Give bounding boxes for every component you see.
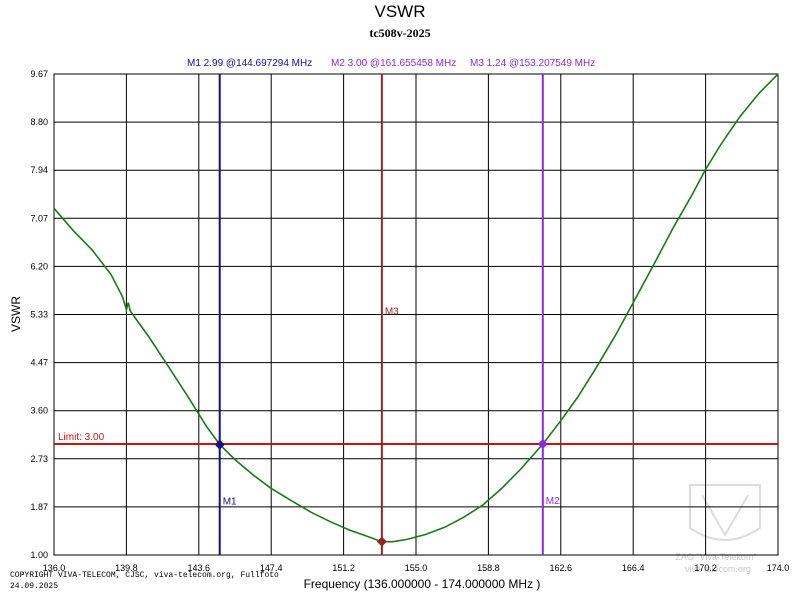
- marker-point-m1[interactable]: [214, 439, 225, 450]
- limit-layer: Limit: 3.00: [54, 432, 778, 446]
- marker-point-m2[interactable]: [537, 439, 548, 450]
- x-tick-label: 139.8: [115, 563, 138, 573]
- limit-label: Limit: 3.00: [58, 432, 105, 443]
- date-text: 24.09.2025: [10, 582, 58, 591]
- y-tick-label: 7.94: [30, 165, 48, 175]
- x-tick-label: 143.6: [188, 563, 211, 573]
- x-tick-label: 162.6: [550, 563, 573, 573]
- x-axis-ticks: 136.0 139.8 143.6 147.4 151.2 155.0 158.8 162.6…: [43, 563, 790, 573]
- watermark-v-icon: [701, 494, 749, 538]
- marker-info-m1: M1 2.99 @144.697294 MHz: [187, 58, 312, 69]
- marker-info-m2: M2 3.00 @161.655458 MHz: [331, 58, 456, 69]
- x-tick-label: 158.8: [477, 563, 500, 573]
- x-tick-label: 170.2: [694, 563, 717, 573]
- grid: [54, 74, 778, 555]
- y-tick-label: 9.67: [30, 69, 48, 79]
- marker-label-m1: M1: [223, 497, 237, 508]
- y-tick-label: 2.73: [30, 454, 48, 464]
- marker-points: [214, 439, 548, 547]
- watermark-logo: [689, 484, 761, 541]
- y-tick-label: 4.47: [30, 358, 48, 368]
- x-tick-label: 155.0: [405, 563, 428, 573]
- x-tick-label: 147.4: [260, 563, 283, 573]
- y-axis-label: VSWR: [9, 296, 23, 332]
- x-tick-label: 151.2: [332, 563, 355, 573]
- y-tick-label: 8.80: [30, 117, 48, 127]
- marker-point-m3[interactable]: [376, 536, 387, 547]
- watermark-shield-icon: [689, 484, 761, 541]
- x-tick-label: 136.0: [43, 563, 66, 573]
- y-tick-label: 6.20: [30, 261, 48, 271]
- marker-info-m3: M3 1.24 @153.207549 MHz: [470, 58, 595, 69]
- y-axis-ticks: 1.00 1.87 2.73 3.60 4.47 5.33 6.20 7.07 7.94 8.80…: [30, 69, 48, 560]
- y-tick-label: 5.33: [30, 310, 48, 320]
- y-tick-label: 7.07: [30, 213, 48, 223]
- x-tick-label: 166.4: [622, 563, 645, 573]
- copyright-text: COPYRIGHT VIVA-TELECOM, CJSC, viva-telec…: [10, 571, 279, 580]
- marker-label-m2: M2: [546, 496, 560, 507]
- watermark-url: viva-telecom.org: [685, 564, 751, 574]
- y-tick-label: 1.87: [30, 502, 48, 512]
- watermark-company: ZAO "Viva-Telekom": [675, 552, 756, 562]
- marker-label-m3: M3: [385, 307, 399, 318]
- x-axis-label: Frequency (136.000000 - 174.000000 MHz ): [304, 577, 541, 591]
- x-tick-label: 174.0: [767, 563, 790, 573]
- y-tick-label: 1.00: [30, 550, 48, 560]
- chart-subtitle: tc508v-2025: [369, 26, 430, 40]
- series-line-vswr: [53, 73, 779, 543]
- chart-title: VSWR: [375, 2, 426, 21]
- y-tick-label: 3.60: [30, 406, 48, 416]
- marker-lines: M1 M2 M3: [218, 74, 560, 555]
